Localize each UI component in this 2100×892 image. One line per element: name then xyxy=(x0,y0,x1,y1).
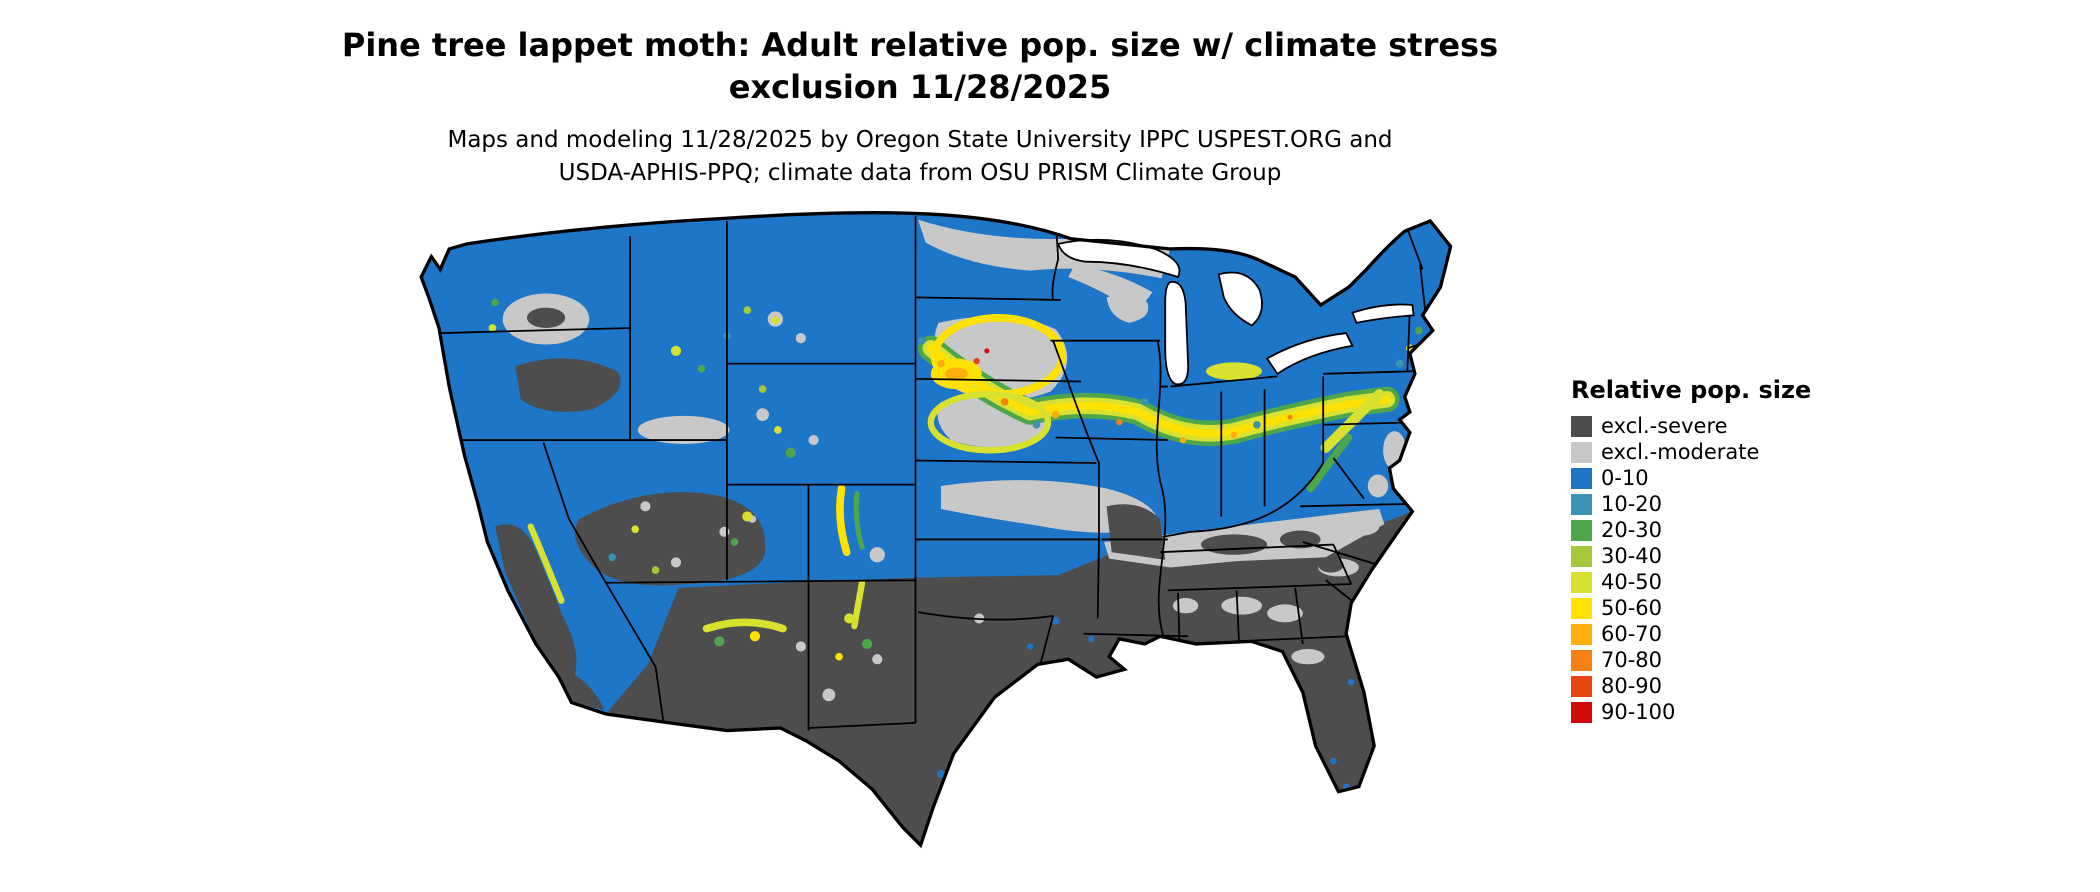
us-map xyxy=(298,198,1533,886)
legend-item-label: 10-20 xyxy=(1601,492,1663,516)
legend-item: 80-90 xyxy=(1571,676,1871,697)
legend-item-label: 90-100 xyxy=(1601,700,1676,724)
great-lakes xyxy=(1057,238,1415,386)
lake-ontario xyxy=(1351,303,1415,324)
legend-item-label: 30-40 xyxy=(1601,544,1663,568)
lake-michigan xyxy=(1164,280,1190,386)
legend-item: 50-60 xyxy=(1571,598,1871,619)
attribution-subtitle: Maps and modeling 11/28/2025 by Oregon S… xyxy=(0,124,1840,188)
legend-item: excl.-severe xyxy=(1571,416,1871,437)
figure-header: Pine tree lappet moth: Adult relative po… xyxy=(0,24,1840,189)
legend-swatch xyxy=(1571,702,1592,723)
legend-item-label: excl.-moderate xyxy=(1601,440,1760,464)
legend-item-label: 40-50 xyxy=(1601,570,1663,594)
legend-item-label: excl.-severe xyxy=(1601,414,1728,438)
page-title: Pine tree lappet moth: Adult relative po… xyxy=(0,24,1840,108)
subtitle-line-1: Maps and modeling 11/28/2025 by Oregon S… xyxy=(447,127,1393,154)
legend-swatch xyxy=(1571,416,1592,437)
legend-item: 0-10 xyxy=(1571,468,1871,489)
legend-item: 90-100 xyxy=(1571,702,1871,723)
legend-swatch xyxy=(1571,624,1592,645)
legend-item-label: 70-80 xyxy=(1601,648,1663,672)
legend-swatch xyxy=(1571,494,1592,515)
legend-swatch xyxy=(1571,572,1592,593)
legend-item-label: 50-60 xyxy=(1601,596,1663,620)
us-map-svg xyxy=(419,211,1453,849)
legend-item-label: 20-30 xyxy=(1601,518,1663,542)
legend-swatch xyxy=(1571,442,1592,463)
legend-item: 60-70 xyxy=(1571,624,1871,645)
legend-swatch xyxy=(1571,598,1592,619)
legend-item: excl.-moderate xyxy=(1571,442,1871,463)
legend-swatch xyxy=(1571,676,1592,697)
legend-item: 30-40 xyxy=(1571,546,1871,567)
legend-title: Relative pop. size xyxy=(1571,376,1812,404)
legend-item: 10-20 xyxy=(1571,494,1871,515)
lake-huron xyxy=(1217,271,1263,327)
excluded-severe-regions xyxy=(495,358,1413,846)
legend-item: 40-50 xyxy=(1571,572,1871,593)
state-borders xyxy=(441,215,1431,731)
legend-item-label: 80-90 xyxy=(1601,674,1663,698)
legend-swatch xyxy=(1571,520,1592,541)
legend-item: 20-30 xyxy=(1571,520,1871,541)
legend-items: excl.-severe excl.-moderate 0-10 10-20 20-30… xyxy=(1571,416,1871,723)
us-outline xyxy=(419,211,1453,849)
subtitle-line-2: USDA-APHIS-PPQ; climate data from OSU PR… xyxy=(558,159,1282,186)
legend-item-label: 0-10 xyxy=(1601,466,1649,490)
legend-item-label: 60-70 xyxy=(1601,622,1663,646)
legend-swatch xyxy=(1571,546,1592,567)
lake-erie xyxy=(1265,332,1354,376)
legend-swatch xyxy=(1571,650,1592,671)
title-line-1: Pine tree lappet moth: Adult relative po… xyxy=(341,26,1499,64)
lake-superior xyxy=(1057,238,1181,279)
legend: Relative pop. size excl.-severe excl.-mod… xyxy=(1571,376,1871,723)
title-line-2: exclusion 11/28/2025 xyxy=(728,68,1112,107)
legend-swatch xyxy=(1571,468,1592,489)
legend-item: 70-80 xyxy=(1571,650,1871,671)
